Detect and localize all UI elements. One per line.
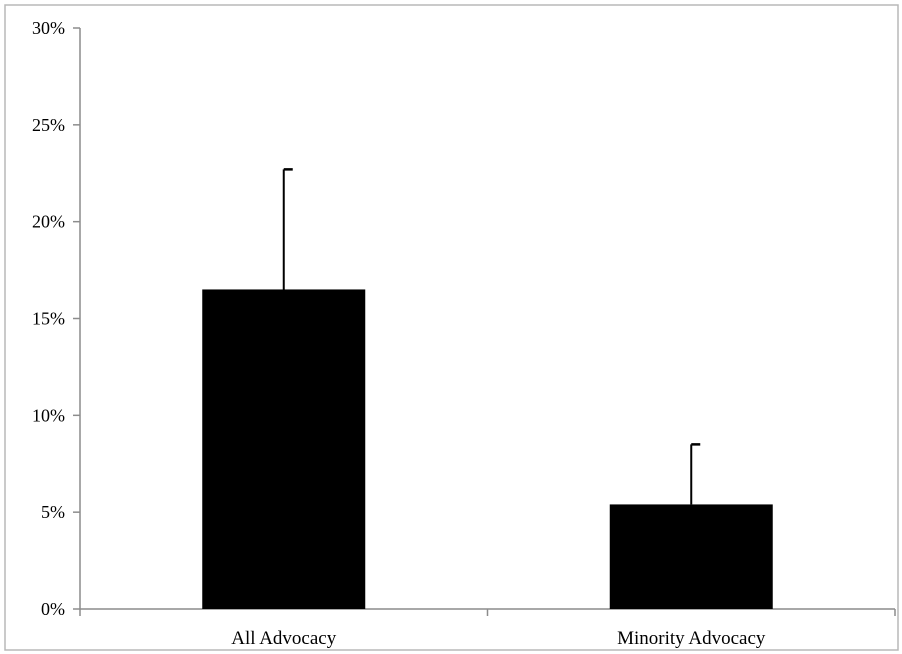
y-tick-label: 5% (41, 502, 65, 522)
category-label: Minority Advocacy (617, 628, 766, 649)
bar (202, 289, 366, 609)
y-tick-label: 15% (32, 309, 65, 329)
bar (609, 504, 773, 609)
bars (202, 289, 773, 609)
y-tick-label: 10% (32, 405, 65, 425)
y-tick-label: 20% (32, 212, 65, 232)
y-tick-label: 0% (41, 599, 65, 619)
category-labels: All Advocacy Minority Advocacy (231, 628, 766, 649)
category-label: All Advocacy (231, 628, 337, 649)
error-bars (282, 168, 701, 505)
y-tick-label: 30% (32, 18, 65, 38)
y-tick-label: 25% (32, 115, 65, 135)
y-axis: 0% 5% 10% 15% 20% 25% 30% (32, 18, 81, 619)
